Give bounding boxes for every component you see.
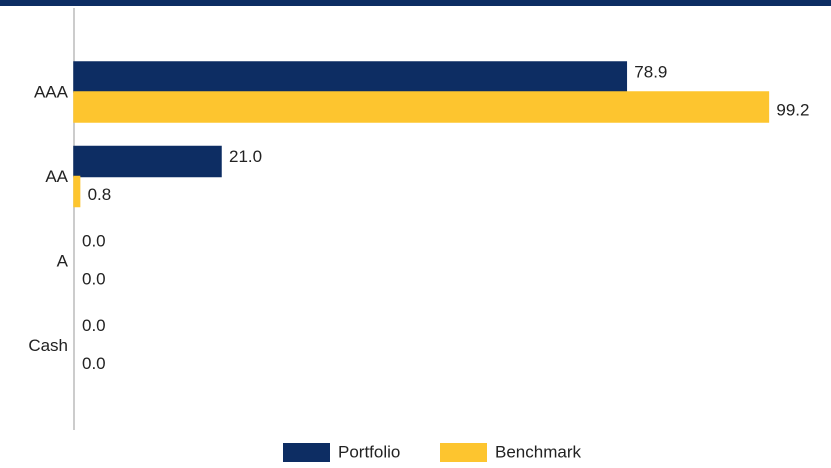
- value-label: 0.0: [82, 231, 106, 250]
- legend-label: Benchmark: [495, 442, 581, 461]
- value-label: 99.2: [776, 100, 809, 119]
- legend-swatch: [440, 443, 487, 462]
- legend-label: Portfolio: [338, 442, 400, 461]
- category-label: A: [57, 251, 69, 270]
- bar: [73, 145, 222, 178]
- legend-swatch: [283, 443, 330, 462]
- value-label: 0.0: [82, 354, 106, 373]
- value-label: 0.0: [82, 269, 106, 288]
- value-label: 0.8: [88, 185, 112, 204]
- bar: [73, 91, 770, 123]
- bar: [73, 61, 628, 93]
- bar: [73, 175, 81, 208]
- category-label: Cash: [28, 336, 68, 355]
- category-label: AAA: [34, 82, 69, 101]
- value-label: 78.9: [634, 62, 667, 81]
- category-label: AA: [45, 167, 68, 186]
- value-label: 0.0: [82, 316, 106, 335]
- header-band: [0, 0, 831, 6]
- value-label: 21.0: [229, 147, 262, 166]
